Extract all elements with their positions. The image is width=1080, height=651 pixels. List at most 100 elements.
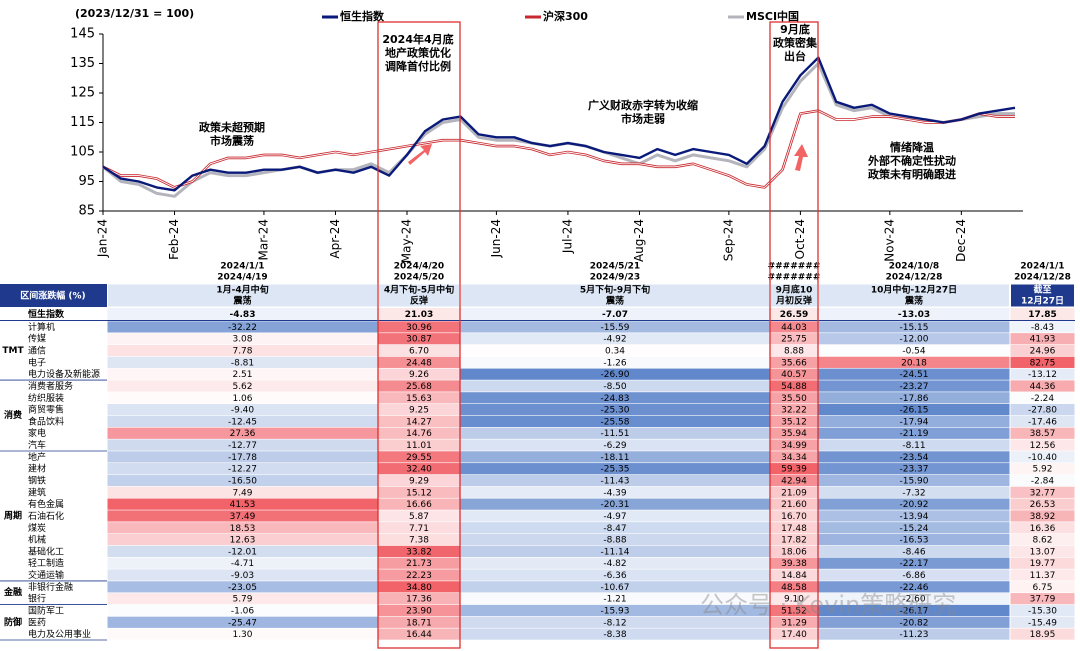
- x-tick-label: Jul-24: [560, 219, 574, 254]
- heat-cell: [1010, 616, 1075, 628]
- cell-value: 17.82: [781, 536, 807, 546]
- cell-value: 3.08: [232, 335, 252, 345]
- index-cell: [818, 308, 1010, 320]
- cell-value: -20.31: [600, 500, 629, 510]
- index-value: -4.83: [230, 310, 256, 320]
- heat-cell: [378, 439, 460, 451]
- heat-cell: [460, 380, 770, 392]
- cell-value: 32.40: [406, 465, 432, 475]
- row-name: 商贸零售: [28, 404, 64, 416]
- heat-cell: [460, 616, 770, 628]
- heat-cell: [378, 616, 460, 628]
- period-header: 震荡: [605, 295, 624, 307]
- group-name: 金融: [3, 586, 22, 598]
- group-name: 防御: [4, 616, 22, 628]
- row-name: 建筑: [28, 486, 46, 498]
- heat-cell: [770, 616, 818, 628]
- heat-cell: [460, 593, 770, 605]
- header-label: 区间涨跌幅 (%): [20, 290, 85, 302]
- cell-value: 7.49: [232, 488, 252, 498]
- heat-cell: [460, 522, 770, 534]
- heat-cell: [818, 604, 1010, 617]
- heat-cell: [378, 510, 460, 522]
- heat-cell: [378, 545, 460, 557]
- cell-value: -8.12: [603, 618, 626, 628]
- heat-cell: [1010, 427, 1075, 439]
- cell-value: 44.03: [781, 323, 807, 333]
- heat-cell: [378, 427, 460, 439]
- heat-cell: [460, 498, 770, 510]
- heat-cell: [107, 368, 378, 380]
- column-date: #######: [768, 262, 821, 272]
- cell-value: 35.66: [781, 358, 807, 368]
- cell-value: -25.58: [600, 417, 629, 427]
- cell-value: -12.01: [228, 547, 257, 557]
- index-value: -7.07: [602, 310, 628, 320]
- heat-cell: [378, 392, 460, 404]
- cell-value: 12.63: [230, 536, 256, 546]
- column-date: 2024/12/28: [1014, 273, 1071, 283]
- column-date: 2024/1/1: [220, 262, 264, 272]
- heat-cell: [460, 344, 770, 357]
- cell-value: 17.36: [406, 595, 432, 605]
- cell-value: 21.09: [781, 488, 807, 498]
- heat-cell: [1010, 392, 1075, 404]
- heat-cell: [770, 321, 818, 333]
- heat-cell: [1010, 628, 1075, 640]
- cell-value: 31.29: [781, 618, 807, 628]
- row-name: 通信: [28, 345, 46, 357]
- cell-value: -8.88: [603, 536, 627, 546]
- cell-value: 32.77: [1030, 488, 1056, 498]
- period-header: 12月27日: [1021, 296, 1064, 307]
- row-name: 建材: [28, 463, 46, 475]
- heat-cell: [107, 427, 378, 439]
- heat-cell: [1010, 522, 1075, 534]
- annotation: 政策未超预期: [199, 120, 265, 134]
- y-tick-label: 105: [70, 145, 95, 160]
- heat-cell: [818, 439, 1010, 451]
- heat-cell: [770, 498, 818, 510]
- cell-value: -22.46: [899, 583, 928, 593]
- column-date: 2024/9/23: [590, 273, 640, 283]
- cell-value: 2.51: [232, 370, 252, 380]
- heat-cell: [770, 510, 818, 522]
- cell-value: 9.29: [409, 477, 429, 487]
- watermark: 公众号 · Kevin策略研究: [700, 591, 956, 619]
- row-name: 家电: [28, 427, 46, 439]
- column-date: 2024/4/20: [394, 262, 444, 272]
- cell-value: -4.71: [231, 559, 254, 569]
- heat-cell: [107, 392, 378, 404]
- cell-value: 30.87: [406, 335, 432, 345]
- heat-cell: [818, 321, 1010, 333]
- heat-cell: [460, 356, 770, 368]
- heat-cell: [770, 344, 818, 357]
- annotation: 出台: [784, 49, 806, 63]
- group-name: TMT: [2, 346, 24, 356]
- cell-value: 16.44: [406, 630, 432, 640]
- cell-value: -15.30: [1028, 606, 1057, 616]
- heat-cell: [460, 463, 770, 475]
- annotation: 广义财政赤字转为收缩: [588, 98, 698, 112]
- heat-cell: [378, 533, 460, 546]
- heat-cell: [107, 333, 378, 345]
- heat-cell: [460, 569, 770, 581]
- x-tick-label: Oct-24: [793, 219, 807, 259]
- cell-value: -17.46: [1028, 417, 1057, 427]
- heat-cell: [1010, 510, 1075, 522]
- cell-value: 82.75: [1030, 358, 1056, 368]
- cell-value: 25.75: [781, 335, 807, 345]
- heat-cell: [1010, 344, 1075, 357]
- heat-cell: [818, 510, 1010, 522]
- annotation: 政策未有明确跟进: [868, 167, 956, 181]
- heat-cell: [378, 628, 460, 640]
- heat-cell: [107, 557, 378, 569]
- cell-value: -4.97: [603, 512, 626, 522]
- row-name: 计算机: [28, 321, 55, 333]
- row-name: 轻工制造: [28, 557, 64, 569]
- cell-value: 16.70: [781, 512, 807, 522]
- cell-value: 37.79: [1030, 595, 1056, 605]
- cell-value: -26.90: [600, 370, 629, 380]
- cell-value: 18.95: [1030, 630, 1056, 640]
- x-tick-label: Nov-24: [882, 219, 896, 262]
- heat-cell: [107, 415, 378, 428]
